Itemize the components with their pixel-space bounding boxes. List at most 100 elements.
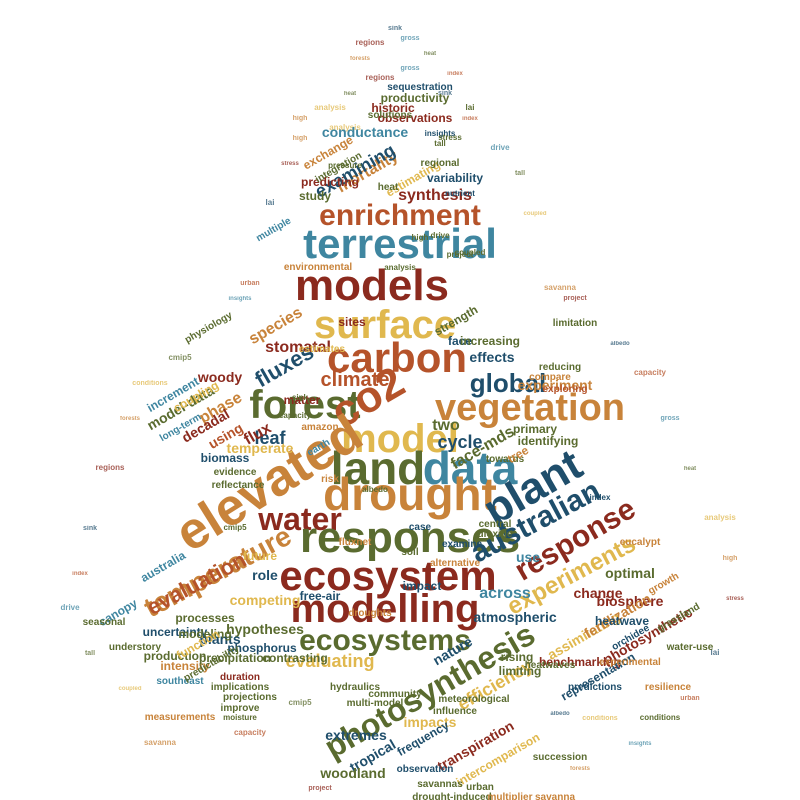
word-urban-small: urban [240, 280, 259, 287]
word-sink-small: sink [388, 25, 402, 32]
word-soil-moisture: moisture [223, 713, 257, 722]
word-biosphere: biosphere [597, 593, 664, 609]
word-lai-small: lai [711, 648, 720, 657]
word-albedo: albedo [362, 485, 388, 494]
word-index-small: index [462, 116, 478, 122]
word-heat-small: heat [684, 466, 696, 472]
word-physiology: physiology [183, 310, 235, 346]
word-albedo-small: albedo [550, 711, 570, 717]
word-tall: tall [434, 139, 446, 148]
word-forest: forest [249, 383, 360, 427]
word-future: future [243, 549, 277, 563]
word-matter: matter [284, 393, 321, 407]
word-intensity: intensity [160, 659, 210, 673]
word-savanna-small: savanna [544, 283, 577, 292]
word-sink-small: sink [83, 525, 97, 532]
word-index-small: index [72, 571, 88, 577]
word-albedo-small: albedo [610, 341, 630, 347]
word-community: community [368, 689, 422, 700]
word-benchmarking: benchmarking [539, 655, 621, 669]
word-variability: variability [427, 171, 483, 185]
word-drive-small: drive [60, 603, 80, 612]
word-fluxnet: fluxnet [339, 537, 372, 548]
word-gross-small: gross [400, 65, 419, 72]
word-capacity: capacity [279, 411, 312, 420]
word-coupled-small: coupled [118, 686, 141, 692]
word-drought-induced: drought-induced [412, 792, 491, 800]
word-predictions: predictions [568, 682, 622, 693]
word-multi-model: multi-model [347, 698, 404, 709]
word-modelling: modelling [291, 587, 480, 631]
word-savannas: savannas [417, 779, 463, 790]
word-high-small: high [293, 135, 308, 142]
word-woodland: woodland [319, 765, 385, 781]
word-high-small: high [293, 115, 308, 122]
word-uncertainty: uncertainty [143, 625, 208, 639]
word-forests-small: forests [570, 766, 591, 772]
word-identifying: identifying [518, 434, 579, 448]
word-evidence: evidence [214, 467, 257, 478]
word-urban: urban [466, 782, 494, 793]
word-insights: insights [425, 129, 456, 138]
word-responses: responses [300, 513, 520, 562]
word-carbon: carbon [327, 334, 467, 381]
word-land: land [331, 442, 426, 494]
word-central: central [479, 519, 512, 530]
word-seasonal: seasonal [83, 617, 126, 628]
word-estimates: estimates [299, 344, 346, 355]
word-limitation: limitation [553, 318, 597, 329]
word-models: models [295, 261, 449, 310]
word-influence: influence [433, 706, 477, 717]
word-experiment: experiment [518, 377, 593, 393]
word-dioxide: dioxide [477, 529, 512, 540]
word-implications: implications [211, 682, 270, 693]
word-tall-small: tall [85, 650, 95, 657]
word-synthesis: synthesis [398, 187, 472, 204]
word-nutrient: nutrient [445, 189, 475, 198]
word-examine: examine [442, 539, 482, 550]
word-case: case [409, 522, 432, 533]
word-across: across [479, 585, 531, 602]
word-regional: regional [421, 158, 460, 169]
word-stomatal: stomatal [265, 339, 331, 356]
word-modeling: modeling [178, 627, 231, 641]
word-analysis-small: analysis [314, 103, 346, 112]
word-gross-small: gross [660, 415, 679, 422]
word-high: high [412, 233, 429, 242]
word-sink: sink [292, 393, 309, 402]
word-drive: drive [430, 231, 450, 240]
word-climate: climate [321, 369, 390, 391]
word-model: model [341, 417, 459, 461]
word-measurements: measurements [145, 712, 216, 723]
word-stress: stress [438, 133, 462, 142]
word-forests-small: forests [120, 416, 141, 422]
word-water: water [257, 501, 342, 537]
word-lai-small: lai [266, 198, 275, 207]
word-heat-small: heat [344, 91, 356, 97]
word-processes: processes [175, 611, 235, 625]
word-cycle: cycle [437, 432, 482, 452]
word-contrasting: contrasting [262, 651, 327, 665]
word-competing: competing [230, 592, 301, 608]
word-production: production [144, 649, 207, 663]
word-sink-small: sink [438, 90, 452, 97]
word-surface: surface [314, 303, 456, 347]
word-coupled-small: coupled [523, 211, 546, 217]
word-effects: effects [469, 349, 514, 365]
word-capacity-small: capacity [634, 368, 667, 377]
word-primary: primary [513, 422, 557, 436]
word-regions-small: regions [356, 38, 385, 47]
word-global: global [470, 368, 547, 398]
word-eucalypt: eucalypt [620, 537, 661, 548]
word-analysis: analysis [384, 263, 416, 272]
word-sites: sites [338, 315, 366, 329]
word-insights-small: insights [628, 741, 652, 747]
word-index-small: index [447, 71, 463, 77]
word-insights-small: insights [228, 296, 252, 302]
word-high-small: high [723, 555, 738, 562]
word-savanna: savanna [535, 792, 575, 800]
word-project-small: project [563, 295, 587, 302]
word-vegetation: vegetation [435, 387, 625, 429]
